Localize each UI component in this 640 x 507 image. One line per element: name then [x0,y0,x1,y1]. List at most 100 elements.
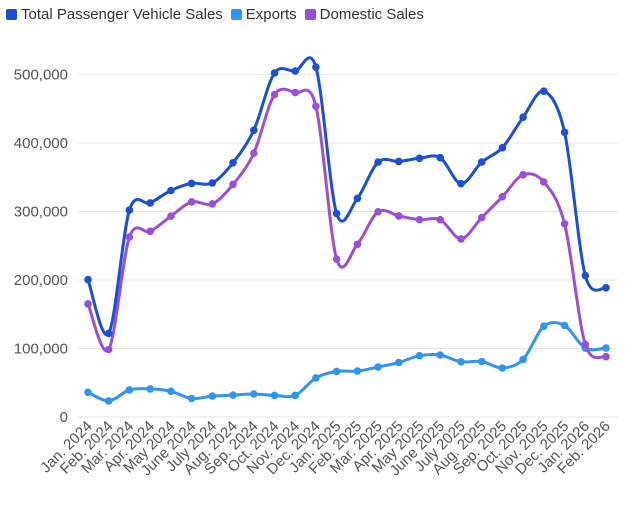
data-point[interactable] [540,178,548,186]
data-point[interactable] [187,179,196,188]
data-point[interactable] [353,240,362,249]
data-point[interactable] [84,275,92,284]
legend-swatch [304,8,316,20]
y-axis-tick-labels: 0 100,000 200,000 300,000 400,000 500,000 [14,66,68,426]
data-point[interactable] [208,392,217,400]
series-group [84,87,610,361]
data-point[interactable] [312,63,320,71]
data-point[interactable] [560,128,569,137]
y-tick-label: 200,000 [14,272,68,289]
data-point[interactable] [84,388,92,397]
data-point[interactable] [436,351,445,359]
data-point[interactable] [187,198,196,206]
data-point[interactable] [167,212,175,220]
series-lines [84,56,610,405]
legend-item[interactable]: Exports [230,5,297,23]
data-point[interactable] [519,355,527,364]
legend-swatch [6,8,17,20]
data-point[interactable] [519,113,527,121]
data-point[interactable] [104,397,113,405]
y-tick-label: 0 [60,409,68,426]
data-point[interactable] [270,90,279,99]
data-point[interactable] [498,364,507,372]
y-tick-label: 300,000 [14,203,68,220]
data-point[interactable] [291,88,300,97]
data-point[interactable] [125,206,134,214]
data-point[interactable] [436,153,445,162]
data-point[interactable] [353,194,362,203]
data-point[interactable] [353,367,362,375]
data-point[interactable] [477,158,486,166]
data-point[interactable] [457,235,465,243]
data-point[interactable] [602,344,610,352]
data-point[interactable] [332,209,341,218]
data-point[interactable] [167,186,175,195]
data-point[interactable] [374,158,382,166]
legend-item[interactable]: Total Passenger Vehicle Sales [6,6,223,23]
data-point[interactable] [395,358,403,367]
data-point[interactable] [229,180,237,189]
data-point[interactable] [125,386,134,394]
chart-legend: Total Passenger Vehicle Sales Exports Dome… [6,4,432,24]
data-point[interactable] [602,352,610,361]
data-point[interactable] [436,215,445,224]
y-tick-label: 100,000 [14,340,68,357]
data-point[interactable] [270,391,279,400]
data-point[interactable] [477,213,486,222]
data-point[interactable] [250,126,258,135]
data-point[interactable] [602,284,610,292]
data-point[interactable] [229,391,237,399]
data-point[interactable] [104,329,113,338]
data-point[interactable] [498,143,507,152]
y-tick-label: 500,000 [14,66,68,83]
legend-label: Total Passenger Vehicle Sales [21,5,223,23]
data-point[interactable] [125,233,134,241]
data-point[interactable] [415,154,424,163]
grid-lines [78,73,618,418]
data-point[interactable] [146,227,154,236]
data-point[interactable] [229,159,237,167]
data-point[interactable] [415,215,424,224]
data-point[interactable] [332,367,341,376]
data-point[interactable] [312,374,320,382]
legend-item[interactable]: Domestic Sales [304,5,424,23]
data-point[interactable] [581,271,590,280]
series-line [86,87,608,360]
series-line [86,321,608,403]
data-point[interactable] [291,391,300,400]
data-point[interactable] [519,171,527,179]
data-point[interactable] [540,87,548,95]
data-point[interactable] [498,192,507,201]
data-point[interactable] [560,321,569,330]
data-point[interactable] [457,179,465,188]
data-point[interactable] [312,102,320,111]
data-point[interactable] [395,212,403,220]
data-point[interactable] [374,208,382,216]
data-point[interactable] [332,255,341,263]
legend-label: Exports [245,5,297,23]
data-point[interactable] [291,67,300,75]
data-point[interactable] [250,390,258,398]
data-point[interactable] [250,149,258,157]
data-point[interactable] [540,322,548,331]
data-point[interactable] [104,345,113,354]
data-point[interactable] [560,220,569,228]
data-point[interactable] [187,394,196,403]
data-point[interactable] [374,363,382,371]
data-point[interactable] [146,199,154,207]
data-point[interactable] [581,340,590,349]
legend-swatch [230,8,242,20]
data-point[interactable] [208,200,217,208]
data-point[interactable] [84,300,92,308]
data-point[interactable] [415,351,424,360]
data-point[interactable] [146,385,154,393]
data-point[interactable] [457,358,465,366]
data-point[interactable] [167,387,175,396]
data-point[interactable] [477,357,486,366]
data-point[interactable] [208,179,217,187]
series-line [86,56,608,337]
data-point[interactable] [395,157,403,166]
data-point[interactable] [270,69,279,77]
legend-label: Domestic Sales [319,5,424,23]
